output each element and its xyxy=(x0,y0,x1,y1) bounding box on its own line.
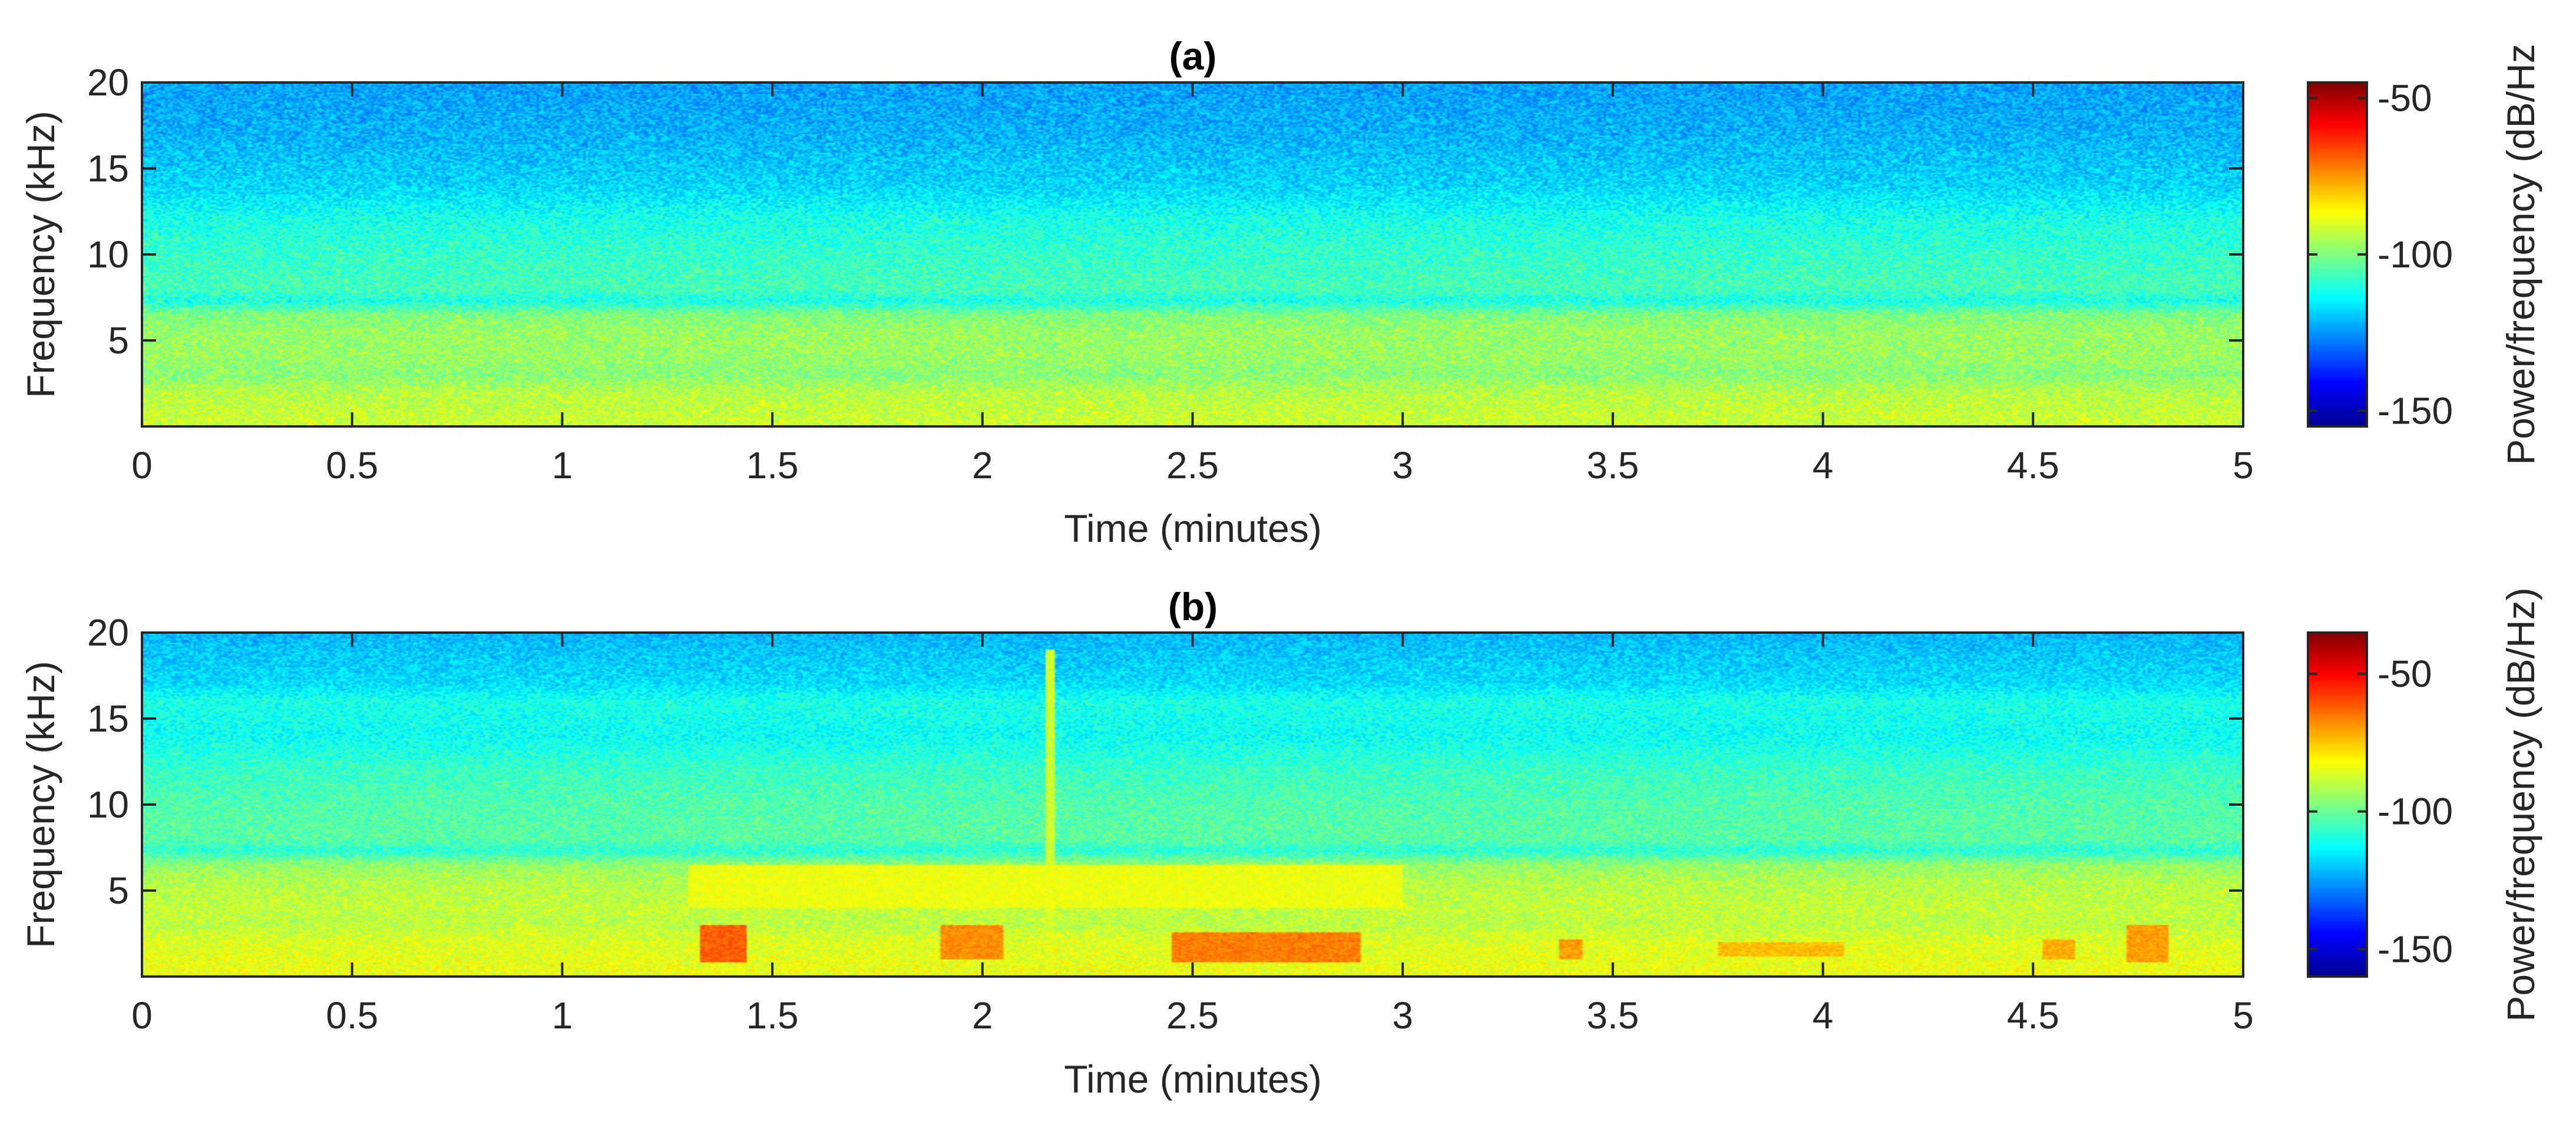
x-tick-label: 5 xyxy=(2233,994,2254,1037)
panel-a: (a) 0 0.5 1 1.5 2 2.5 3 3.5 4 4.5 5 5 10 15 20 Time (… xyxy=(19,34,2542,550)
y-tick-label: 20 xyxy=(87,61,129,104)
x-tick-label: 3.5 xyxy=(1586,994,1639,1037)
x-tick-label: 2 xyxy=(972,994,993,1037)
colorbar-tick-label: -50 xyxy=(2377,77,2432,120)
x-tick-label: 3.5 xyxy=(1586,444,1639,487)
panel-b-y-ticks: 5 10 15 20 xyxy=(87,611,2243,912)
x-tick-label: 0 xyxy=(131,994,153,1037)
panel-b-colorbar-ticks: -50 -100 -150 xyxy=(2308,653,2453,970)
colorbar-tick-label: -100 xyxy=(2377,233,2453,276)
x-tick-label: 4 xyxy=(1813,444,1834,487)
y-tick-label: 20 xyxy=(87,611,129,654)
y-tick-label: 10 xyxy=(87,783,129,826)
panel-a-colorbar xyxy=(2307,81,2368,428)
panel-a-y-axis-label: Frequency (kHz) xyxy=(19,111,62,398)
panel-a-y-ticks: 5 10 15 20 xyxy=(87,61,2243,362)
panel-b-y-axis-label: Frequency (kHz) xyxy=(19,661,62,948)
panel-a-title: (a) xyxy=(1169,34,1217,78)
panel-b-colorbar-label: Power/frequency (dB/Hz) xyxy=(2499,587,2542,1021)
y-tick-label: 5 xyxy=(108,319,129,362)
colorbar-tick-label: -150 xyxy=(2377,389,2453,432)
x-tick-label: 1 xyxy=(552,994,573,1037)
x-tick-label: 3 xyxy=(1392,444,1413,487)
panel-a-x-ticks: 0 0.5 1 1.5 2 2.5 3 3.5 4 4.5 5 xyxy=(131,82,2254,487)
x-tick-label: 2 xyxy=(972,444,993,487)
y-tick-label: 15 xyxy=(87,697,129,740)
x-tick-label: 1 xyxy=(552,444,573,487)
panel-a-colorbar-ticks: -50 -100 -150 xyxy=(2308,77,2453,432)
panel-b-x-ticks: 0 0.5 1 1.5 2 2.5 3 3.5 4 4.5 5 xyxy=(131,633,2254,1037)
panel-a-colorbar-label: Power/frequency (dB/Hz xyxy=(2499,44,2542,465)
x-tick-label: 2.5 xyxy=(1166,994,1219,1037)
panel-a-spectrogram xyxy=(142,82,2243,426)
x-tick-label: 0.5 xyxy=(326,994,378,1037)
x-tick-label: 5 xyxy=(2233,444,2254,487)
y-tick-label: 15 xyxy=(87,147,129,190)
y-tick-label: 5 xyxy=(108,869,129,912)
x-tick-label: 1.5 xyxy=(746,994,799,1037)
x-tick-label: 2.5 xyxy=(1166,444,1219,487)
x-tick-label: 3 xyxy=(1392,994,1413,1037)
colorbar-tick-label: -50 xyxy=(2377,653,2432,695)
x-tick-label: 4.5 xyxy=(2007,444,2059,487)
x-tick-label: 4 xyxy=(1813,994,1834,1037)
y-tick-label: 10 xyxy=(87,233,129,276)
x-tick-label: 0.5 xyxy=(326,444,378,487)
x-tick-label: 1.5 xyxy=(746,444,799,487)
panel-b-x-axis-label: Time (minutes) xyxy=(1064,1057,1322,1101)
x-tick-label: 0 xyxy=(131,444,153,487)
panel-b-colorbar xyxy=(2307,631,2368,978)
panel-b: (b) 0 0.5 1 1.5 2 2.5 3 3.5 4 4.5 5 5 10 15 20 Time (… xyxy=(19,585,2542,1101)
colorbar-tick-label: -100 xyxy=(2377,790,2453,833)
panel-b-spectrogram xyxy=(142,633,2243,977)
x-tick-label: 4.5 xyxy=(2007,994,2059,1037)
panel-b-title: (b) xyxy=(1168,585,1218,628)
colorbar-tick-label: -150 xyxy=(2377,928,2453,970)
panel-a-x-axis-label: Time (minutes) xyxy=(1064,507,1322,550)
